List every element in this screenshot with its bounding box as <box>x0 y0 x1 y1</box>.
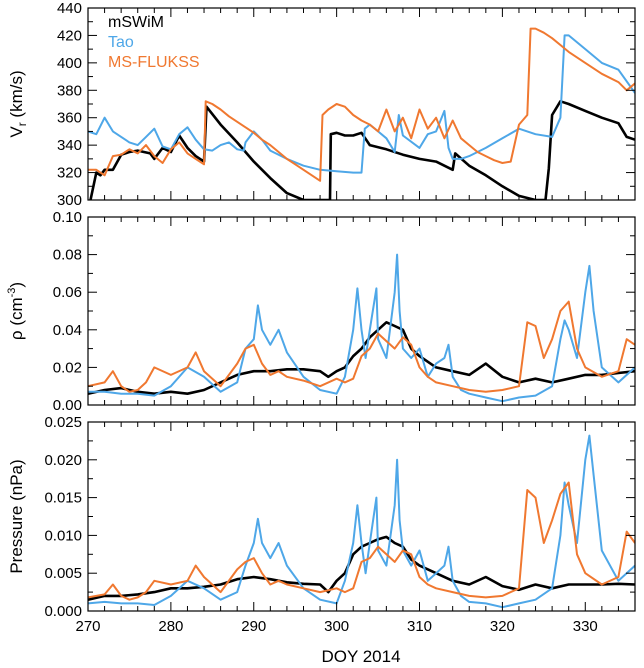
y-tick-label: 360 <box>57 110 82 127</box>
y-tick-label: 420 <box>57 27 82 44</box>
series-line-mswim <box>89 100 635 200</box>
y-axis-label: Vr (km/s) <box>7 70 29 137</box>
series-line-mswim <box>88 535 635 601</box>
y-tick-label: 0.06 <box>53 284 82 301</box>
legend-entry-mswim: mSWiM <box>108 14 164 31</box>
panel-1: 300 320 340 360 380 400 420 440 Vr (km/s) mSWiM Ta… <box>7 0 636 209</box>
y-tick-label: 400 <box>57 55 82 72</box>
y-axis-label: ρ (cm-3) <box>6 282 26 340</box>
y-tick-label: 0.015 <box>44 490 82 507</box>
series-line-tao <box>88 253 635 403</box>
y-tick-label: 0.02 <box>53 359 82 376</box>
y-tick-label: 0.000 <box>44 603 82 620</box>
y-tick-label: 320 <box>57 165 82 182</box>
y-tick-label: 340 <box>57 137 82 154</box>
legend-entry-ms-flukss: MS-FLUKSS <box>108 54 200 71</box>
y-tick-label: 380 <box>57 82 82 99</box>
series-line-mswim <box>88 321 635 395</box>
series-line-ms-flukss <box>88 27 635 182</box>
x-tick-label: 320 <box>490 618 515 635</box>
x-tick-label: 290 <box>241 618 266 635</box>
y-tick-label: 0.020 <box>44 452 82 469</box>
series-line-tao <box>88 434 635 609</box>
series-line-ms-flukss <box>88 481 635 601</box>
x-tick-label: 300 <box>324 618 349 635</box>
y-tick-label: 0.10 <box>53 209 82 226</box>
x-axis-label: DOY 2014 <box>321 647 400 666</box>
x-tick-label: 280 <box>158 618 183 635</box>
x-tick-label: 310 <box>407 618 432 635</box>
y-tick-label: 300 <box>57 192 82 209</box>
y-axis-label: Pressure (nPa) <box>7 459 26 573</box>
y-tick-label: 440 <box>57 0 82 17</box>
panel-2: 0.00 0.02 0.04 0.06 0.08 0.10 ρ (cm-3) <box>6 209 636 414</box>
y-tick-label: 0.08 <box>53 247 82 264</box>
y-tick-label: 0.00 <box>53 397 82 414</box>
x-tick-label: 330 <box>573 618 598 635</box>
series-line-tao <box>88 34 635 174</box>
series-line-ms-flukss <box>88 300 635 393</box>
y-tick-label: 0.04 <box>53 322 82 339</box>
panel-3: 270 280 290 300 310 320 330 0.000 0.005 0.010 0.01… <box>7 414 636 635</box>
y-tick-label: 0.025 <box>44 414 82 431</box>
y-tick-label: 0.010 <box>44 527 82 544</box>
x-tick-label: 270 <box>75 618 100 635</box>
y-tick-label: 0.005 <box>44 565 82 582</box>
legend-entry-tao: Tao <box>108 34 134 51</box>
